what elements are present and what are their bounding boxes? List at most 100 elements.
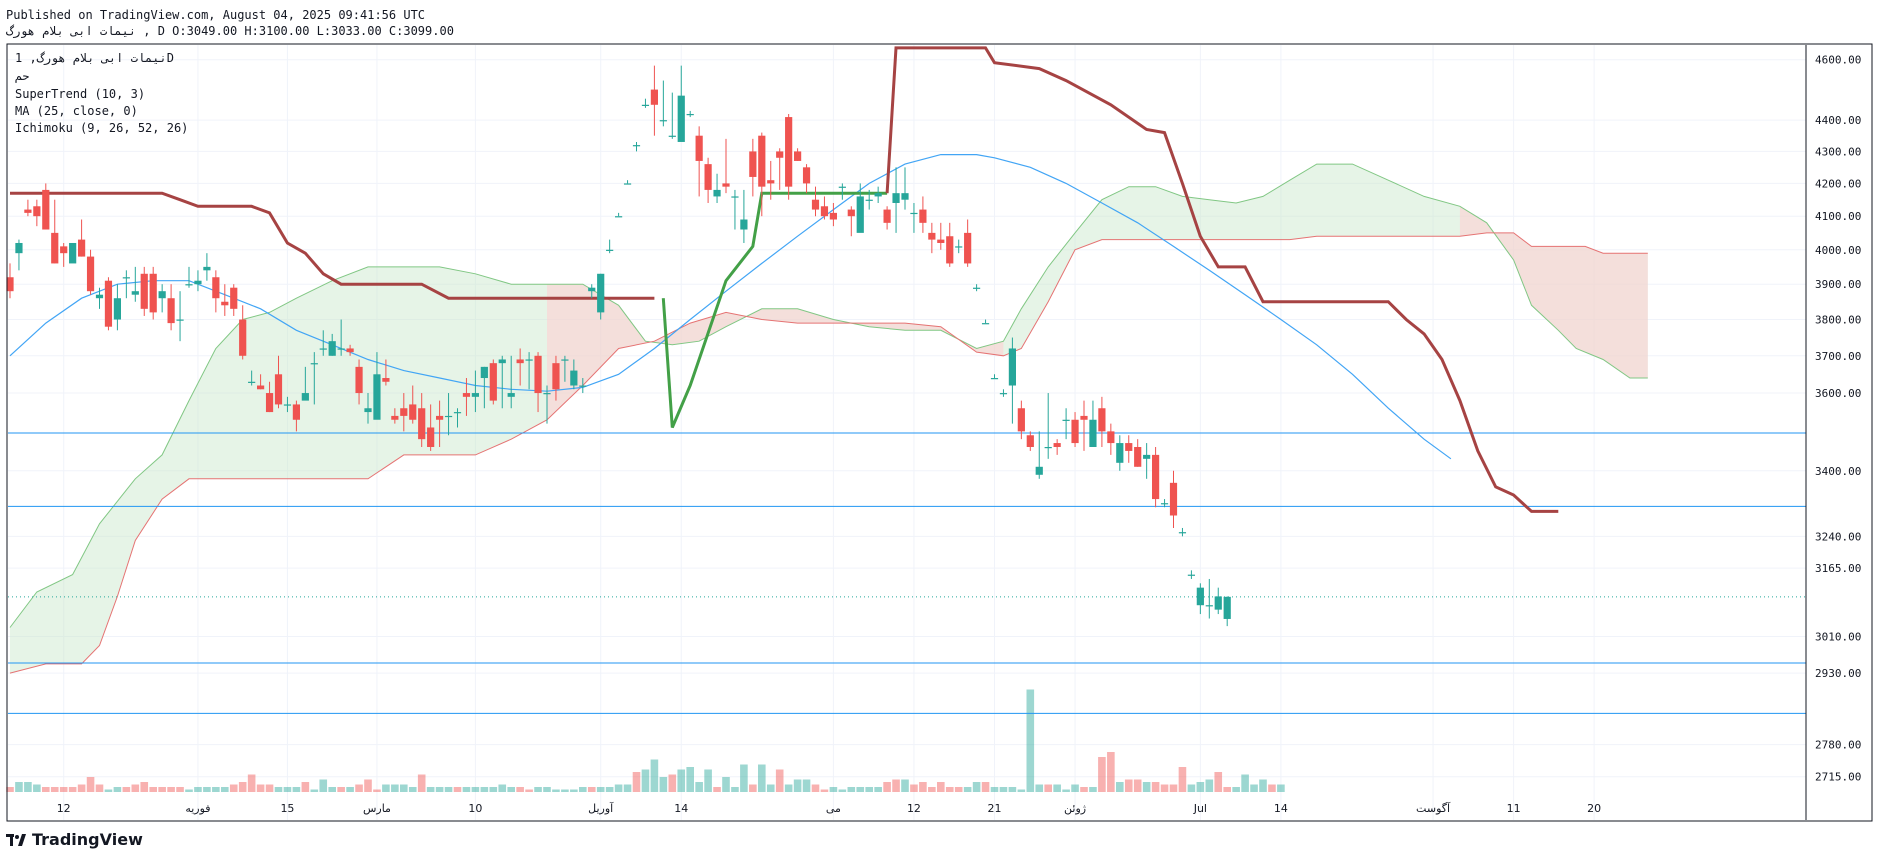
candle-body[interactable]	[1152, 454, 1160, 500]
candle-body[interactable]	[955, 246, 963, 248]
candle-body[interactable]	[24, 209, 32, 213]
candle-body[interactable]	[248, 381, 256, 383]
candle-body[interactable]	[382, 378, 390, 382]
candle-body[interactable]	[471, 393, 479, 397]
candle-body[interactable]	[856, 196, 864, 233]
candle-body[interactable]	[713, 189, 721, 197]
candle-body[interactable]	[588, 287, 596, 292]
candle-body[interactable]	[552, 363, 560, 390]
candle-body[interactable]	[51, 232, 59, 264]
candle-body[interactable]	[274, 374, 283, 405]
legend-supertrend[interactable]: SuperTrend (10, 3)	[15, 87, 145, 101]
candle-body[interactable]	[230, 287, 238, 309]
candle-body[interactable]	[677, 95, 685, 142]
candle-body[interactable]	[776, 151, 784, 158]
candle-body[interactable]	[758, 135, 766, 187]
candle-body[interactable]	[1134, 446, 1142, 467]
candle-body[interactable]	[257, 385, 265, 390]
candle-body[interactable]	[1035, 466, 1043, 475]
candle-body[interactable]	[597, 273, 605, 313]
candle-body[interactable]	[901, 193, 909, 200]
candle-body[interactable]	[319, 348, 327, 350]
candle-body[interactable]	[6, 277, 14, 292]
candle-body[interactable]	[409, 404, 417, 420]
candle-body[interactable]	[623, 183, 632, 185]
candle-body[interactable]	[1143, 454, 1151, 459]
candle-body[interactable]	[785, 117, 793, 187]
candle-body[interactable]	[964, 232, 972, 264]
candle-body[interactable]	[301, 393, 309, 401]
candle-body[interactable]	[686, 113, 694, 116]
candle-body[interactable]	[668, 135, 676, 137]
candle-body[interactable]	[1044, 446, 1052, 449]
candle-body[interactable]	[990, 378, 999, 380]
candle-body[interactable]	[462, 393, 471, 397]
candle-body[interactable]	[194, 280, 202, 285]
candle-body[interactable]	[78, 239, 86, 257]
candle-body[interactable]	[981, 323, 990, 325]
candle-body[interactable]	[176, 319, 184, 321]
candle-body[interactable]	[212, 277, 220, 299]
candle-body[interactable]	[1089, 419, 1097, 447]
candle-body[interactable]	[158, 291, 166, 299]
candle-body[interactable]	[265, 393, 274, 413]
candle-body[interactable]	[1098, 408, 1106, 432]
candle-body[interactable]	[794, 151, 802, 161]
candle-body[interactable]	[42, 189, 50, 230]
candle-body[interactable]	[1196, 587, 1204, 606]
candle-body[interactable]	[364, 408, 372, 413]
candle-body[interactable]	[167, 298, 175, 324]
candle-body[interactable]	[722, 183, 730, 187]
candle-body[interactable]	[480, 366, 488, 379]
candle-body[interactable]	[811, 199, 820, 210]
candle-body[interactable]	[579, 385, 587, 387]
candle-body[interactable]	[489, 363, 497, 401]
candle-body[interactable]	[221, 301, 229, 306]
candle-body[interactable]	[570, 370, 578, 386]
candle-body[interactable]	[525, 359, 533, 361]
candle-body[interactable]	[1017, 408, 1025, 432]
candle-body[interactable]	[999, 393, 1008, 395]
candle-body[interactable]	[1062, 419, 1070, 421]
candle-body[interactable]	[606, 249, 614, 251]
candle-body[interactable]	[498, 359, 506, 364]
candle-body[interactable]	[838, 186, 846, 188]
candle-body[interactable]	[355, 366, 363, 394]
candle-body[interactable]	[615, 216, 623, 218]
candle-body[interactable]	[928, 232, 936, 240]
candle-body[interactable]	[659, 120, 667, 122]
candle-body[interactable]	[820, 206, 829, 217]
ma25-line[interactable]	[9, 154, 1452, 460]
candle-body[interactable]	[749, 151, 757, 177]
candle-body[interactable]	[69, 242, 77, 264]
candle-body[interactable]	[427, 427, 435, 447]
candle-body[interactable]	[1053, 443, 1061, 447]
candle-body[interactable]	[632, 145, 641, 147]
candle-body[interactable]	[346, 348, 354, 353]
candle-body[interactable]	[391, 415, 399, 420]
legend-ichimoku[interactable]: Ichimoku (9, 26, 52, 26)	[15, 121, 188, 135]
supertrend-segment[interactable]	[885, 46, 1559, 513]
candle-body[interactable]	[310, 363, 318, 365]
candle-body[interactable]	[436, 415, 444, 420]
candle-body[interactable]	[122, 277, 130, 279]
candle-body[interactable]	[373, 374, 381, 420]
candle-body[interactable]	[973, 287, 981, 289]
candle-body[interactable]	[543, 393, 551, 395]
candle-body[interactable]	[444, 415, 453, 418]
candle-body[interactable]	[946, 236, 954, 264]
candle-body[interactable]	[865, 199, 873, 201]
candle-body[interactable]	[1008, 348, 1016, 386]
candle-body[interactable]	[203, 266, 211, 271]
candle-body[interactable]	[239, 319, 247, 356]
candle-body[interactable]	[1107, 431, 1115, 444]
candle-body[interactable]	[910, 212, 918, 215]
candle-body[interactable]	[802, 167, 811, 184]
candle-body[interactable]	[185, 284, 193, 286]
candle-body[interactable]	[740, 219, 748, 230]
candle-body[interactable]	[1116, 443, 1124, 463]
candle-body[interactable]	[874, 193, 882, 197]
candle-body[interactable]	[919, 209, 927, 223]
candle-body[interactable]	[731, 196, 739, 198]
